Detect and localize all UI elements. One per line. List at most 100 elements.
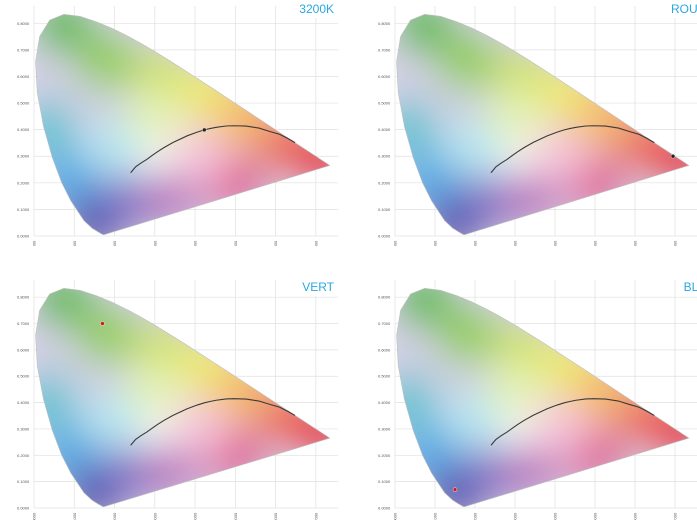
- gamut-color-blob: [84, 391, 145, 452]
- x-tick-label: 0.1000: [433, 512, 438, 520]
- y-tick-label: 0.8000: [378, 295, 391, 300]
- y-tick-label: 0.4000: [17, 400, 30, 405]
- chart-title-badge: VERT: [296, 278, 338, 296]
- y-tick-label: 0.6000: [378, 347, 391, 352]
- chromaticity-gamut: [35, 288, 330, 507]
- gamut-color-blob: [173, 126, 234, 187]
- chromaticity-gamut: [396, 288, 689, 507]
- y-tick-label: 0.5000: [378, 374, 391, 379]
- x-tick-label: 0.0000: [393, 240, 398, 246]
- gamut-color-blob: [35, 372, 77, 433]
- chart-panel-bleu: 0.0000 0.1000 0.2000 0.3000 0.4000 0.5000 0.60…: [362, 278, 697, 520]
- y-tick-label: 0.1000: [378, 479, 391, 484]
- x-tick-label: 0.3000: [513, 512, 518, 520]
- gamut-color-blob: [533, 126, 593, 187]
- chart-panel-3200k: 0.0000 0.1000 0.2000 0.3000 0.4000 0.5000 0.60…: [0, 0, 338, 246]
- gamut-color-blob: [445, 391, 505, 452]
- gamut-color-blob: [657, 406, 689, 467]
- y-tick-label: 0.3000: [378, 426, 391, 431]
- y-tick-label: 0.7000: [17, 321, 30, 326]
- y-tick-label: 0.2000: [378, 180, 391, 185]
- x-tick-label: 0.6000: [273, 512, 278, 520]
- spectral-locus: [35, 14, 331, 236]
- gamut-color-blob: [92, 446, 153, 507]
- chromaticity-marker: [202, 127, 207, 133]
- y-tick-label: 0.3000: [17, 154, 30, 159]
- x-tick-label: 0.1000: [72, 512, 77, 520]
- y-tick-label: 0.7000: [378, 321, 391, 326]
- gamut-color-blob: [35, 288, 93, 328]
- gamut-color-blob: [657, 134, 689, 195]
- x-tick-label: 0.3000: [152, 240, 157, 246]
- x-tick-label: 0.3000: [152, 512, 157, 520]
- gamut-color-blob: [485, 86, 545, 147]
- y-tick-label: 0.6000: [17, 74, 30, 79]
- gamut-color-blob: [437, 304, 497, 365]
- gamut-color-blob: [453, 446, 513, 507]
- y-tick-label: 0.2000: [17, 453, 30, 458]
- gamut-color-blob: [297, 134, 330, 195]
- x-tick-label: 0.4000: [553, 512, 558, 520]
- y-tick-label: 0.4000: [378, 127, 391, 132]
- x-tick-label: 0.1000: [72, 240, 77, 246]
- y-tick-label: 0.7000: [17, 47, 30, 52]
- y-tick-label: 0.0000: [378, 506, 391, 511]
- x-tick-label: 0.7000: [313, 512, 318, 520]
- chromaticity-diagram-svg: 0.0000 0.1000 0.2000 0.3000 0.4000 0.5000 0.60…: [378, 280, 697, 520]
- y-tick-label: 0.0000: [17, 506, 30, 511]
- y-tick-label: 0.1000: [378, 207, 391, 212]
- gamut-color-blob: [485, 359, 545, 420]
- gamut-color-blob: [533, 398, 593, 459]
- x-tick-label: 0.6000: [633, 240, 638, 246]
- chromaticity-diagram-svg: 0.0000 0.1000 0.2000 0.3000 0.4000 0.5000 0.60…: [17, 6, 338, 246]
- gamut-color-blob: [76, 30, 137, 91]
- x-tick-label: 0.5000: [593, 240, 598, 246]
- y-tick-label: 0.4000: [17, 127, 30, 132]
- y-tick-label: 0.2000: [17, 180, 30, 185]
- gamut-color-blob: [396, 288, 453, 328]
- chromaticity-marker: [452, 487, 458, 492]
- chart-title-badge: BLEU: [677, 278, 697, 296]
- x-tick-label: 0.3000: [513, 240, 518, 246]
- x-tick-label: 0.2000: [112, 512, 117, 520]
- gamut-color-blob: [437, 30, 497, 91]
- gamut-color-blob: [35, 99, 77, 160]
- gamut-color-blob: [84, 118, 145, 179]
- gamut-color-blob: [396, 14, 453, 54]
- chromaticity-marker: [670, 154, 676, 159]
- x-tick-label: 0.4000: [553, 240, 558, 246]
- y-tick-label: 0.7000: [378, 47, 391, 52]
- y-tick-label: 0.2000: [378, 453, 391, 458]
- gamut-color-blob: [396, 372, 437, 433]
- x-tick-label: 0.4000: [193, 240, 198, 246]
- y-tick-label: 0.6000: [378, 74, 391, 79]
- chromaticity-marker: [100, 321, 105, 326]
- y-tick-label: 0.4000: [378, 400, 391, 405]
- x-tick-label: 0.5000: [233, 240, 238, 246]
- y-tick-label: 0.5000: [378, 101, 391, 106]
- x-tick-label: 0.6000: [273, 240, 278, 246]
- gamut-color-blob: [396, 99, 437, 160]
- x-tick-label: 0.0000: [393, 512, 398, 520]
- x-tick-label: 0.5000: [233, 512, 238, 520]
- gamut-color-blob: [35, 14, 93, 54]
- chart-title-badge: 3200K: [293, 0, 338, 18]
- x-tick-label: 0.2000: [473, 240, 478, 246]
- gamut-color-blob: [173, 398, 234, 459]
- y-tick-label: 0.1000: [17, 479, 30, 484]
- x-tick-label: 0.0000: [32, 240, 37, 246]
- x-tick-label: 0.7000: [673, 240, 678, 246]
- chart-title-badge: ROUGE: [664, 0, 697, 18]
- y-tick-label: 0.5000: [17, 374, 30, 379]
- x-tick-label: 0.4000: [193, 512, 198, 520]
- spectral-locus: [396, 287, 690, 508]
- planckian-locus: [490, 125, 655, 174]
- gamut-color-blob: [76, 304, 137, 365]
- y-tick-label: 0.0000: [378, 234, 391, 239]
- x-tick-label: 0.0000: [32, 512, 37, 520]
- x-tick-label: 0.7000: [673, 512, 678, 520]
- planckian-locus: [490, 398, 655, 446]
- spectral-locus: [396, 14, 690, 236]
- gamut-color-blob: [124, 359, 185, 420]
- x-tick-label: 0.1000: [433, 240, 438, 246]
